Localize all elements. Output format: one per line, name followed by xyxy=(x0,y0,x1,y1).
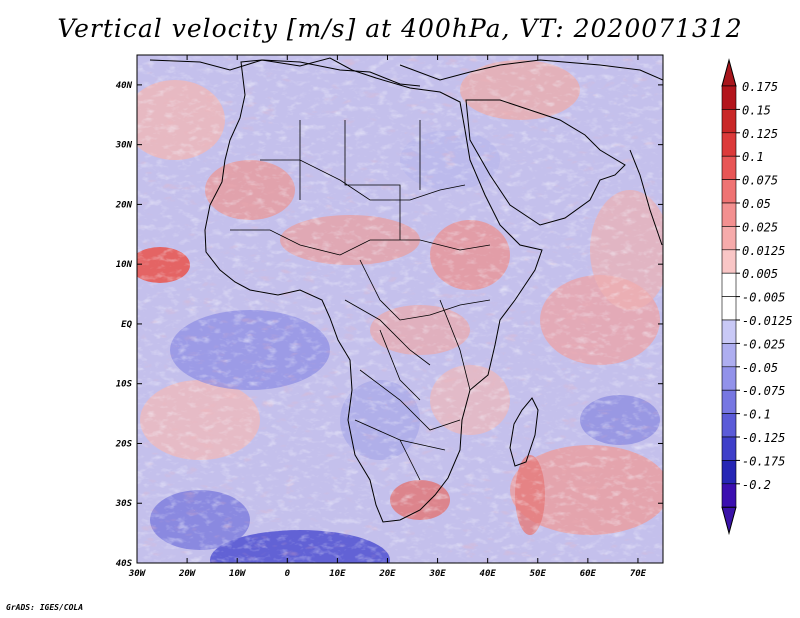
lat-label: 10S xyxy=(116,380,133,390)
credit-label: GrADS: IGES/COLA xyxy=(6,603,84,612)
colorbar-swatch xyxy=(721,109,737,134)
colorbar-swatch xyxy=(721,296,737,321)
africa-coastline xyxy=(204,57,543,523)
colorbar-label: 0.025 xyxy=(742,220,778,234)
colorbar-label: 0.15 xyxy=(742,103,771,117)
colorbar-swatch xyxy=(721,436,737,461)
colorbar-swatch xyxy=(721,319,737,344)
colorbar-label: -0.075 xyxy=(742,384,785,398)
arabia-coastline xyxy=(465,99,626,226)
lon-label: 70E xyxy=(630,569,647,579)
colorbar-top-arrow xyxy=(721,58,737,87)
madagascar-coastline xyxy=(509,397,539,467)
colorbar-swatch xyxy=(721,413,737,438)
country-borders xyxy=(230,120,491,481)
colorbar-swatch xyxy=(721,202,737,227)
colorbar-swatch xyxy=(721,460,737,485)
colorbar-label: -0.025 xyxy=(742,337,785,351)
colorbar-label: 0.005 xyxy=(742,267,778,281)
lon-label: 60E xyxy=(580,569,597,579)
colorbar: 0.175 0.15 0.125 0.1 0.075 0.05 0.025 0.0125 0.0… xyxy=(721,58,793,536)
map-title: Vertical velocity [m/s] at 400hPa, VT: 2… xyxy=(57,14,743,43)
coastlines xyxy=(149,57,663,523)
colorbar-label: -0.2 xyxy=(742,478,771,492)
lat-label: 10N xyxy=(116,260,133,270)
colorbar-label: 0.0125 xyxy=(742,244,785,258)
colorbar-swatch xyxy=(721,85,737,110)
colorbar-label: -0.125 xyxy=(742,431,785,445)
velocity-field xyxy=(137,55,663,563)
colorbar-label: 0.1 xyxy=(742,150,764,164)
colorbar-swatch xyxy=(721,226,737,251)
colorbar-swatch xyxy=(721,249,737,274)
colorbar-label: -0.0125 xyxy=(742,314,793,328)
lon-label: 40E xyxy=(480,569,497,579)
map-frame xyxy=(136,54,664,564)
lon-label: 30W xyxy=(128,569,147,579)
lat-label: 20N xyxy=(115,200,133,210)
lon-label: 10E xyxy=(329,569,346,579)
colorbar-swatch xyxy=(721,343,737,368)
lat-label: 20S xyxy=(115,439,133,449)
colorbar-label: -0.05 xyxy=(742,361,778,375)
colorbar-swatch xyxy=(721,389,737,414)
lat-label: 40N xyxy=(116,81,133,91)
lat-label: 30N xyxy=(115,141,133,151)
lat-label: EQ xyxy=(121,320,132,330)
colorbar-swatch xyxy=(721,483,737,508)
colorbar-label: 0.175 xyxy=(742,80,778,94)
longitude-ticks: 30W 20W 10W 0 10E 20E 30E 40E 50E 60E 70E xyxy=(128,55,647,579)
colorbar-bottom-arrow xyxy=(721,506,737,536)
colorbar-swatch xyxy=(721,272,737,297)
colorbar-swatch xyxy=(721,366,737,391)
colorbar-swatch xyxy=(721,155,737,180)
europe-coastline xyxy=(149,59,663,87)
lat-label: 40S xyxy=(116,559,133,569)
lat-label: 30S xyxy=(115,499,133,509)
lon-label: 20E xyxy=(378,569,396,579)
colorbar-label: -0.005 xyxy=(742,291,785,305)
lon-label: 50E xyxy=(530,569,547,579)
lon-label: 10W xyxy=(229,569,247,579)
colorbar-swatch xyxy=(721,179,737,204)
india-coastline xyxy=(629,149,663,246)
colorbar-label: -0.175 xyxy=(742,454,785,468)
latitude-ticks: 40N 30N 20N 10N EQ 10S 20S 30S 40S xyxy=(115,81,663,569)
lon-label: 20W xyxy=(178,569,197,579)
lon-label: 0 xyxy=(285,569,291,579)
colorbar-swatch xyxy=(721,132,737,157)
lon-label: 30E xyxy=(428,569,446,579)
colorbar-label: 0.125 xyxy=(742,127,778,141)
colorbar-label: 0.075 xyxy=(742,174,778,188)
colorbar-label: -0.1 xyxy=(742,408,771,422)
colorbar-label: 0.05 xyxy=(742,197,771,211)
